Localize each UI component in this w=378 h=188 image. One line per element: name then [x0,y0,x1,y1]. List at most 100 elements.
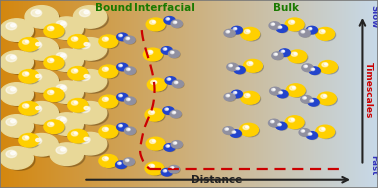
Circle shape [48,122,54,127]
Circle shape [161,168,172,176]
Circle shape [0,51,33,73]
Circle shape [25,38,58,60]
Circle shape [84,137,89,140]
Circle shape [234,131,235,132]
Circle shape [173,142,177,144]
Circle shape [301,130,311,136]
Circle shape [25,102,58,124]
Circle shape [234,66,245,74]
Circle shape [272,89,275,91]
Circle shape [310,68,321,75]
Circle shape [46,58,65,70]
Circle shape [117,123,128,131]
Circle shape [99,95,118,108]
Circle shape [268,119,280,127]
Circle shape [277,90,288,98]
Circle shape [50,27,53,29]
Circle shape [228,95,229,96]
Circle shape [73,38,107,60]
Circle shape [175,22,176,23]
Circle shape [71,37,78,41]
Circle shape [304,97,306,98]
Circle shape [74,70,77,71]
Circle shape [68,35,88,48]
Circle shape [126,128,136,135]
Circle shape [276,54,277,55]
Circle shape [119,95,122,97]
Circle shape [167,18,169,19]
Circle shape [68,67,88,80]
Circle shape [117,33,128,41]
Circle shape [118,124,129,131]
Circle shape [310,133,311,134]
Circle shape [117,63,128,71]
Circle shape [23,104,29,108]
Circle shape [174,81,184,88]
Circle shape [225,30,236,37]
Circle shape [274,53,277,55]
Circle shape [310,28,311,29]
Circle shape [125,159,129,161]
Circle shape [174,81,178,84]
Circle shape [101,127,119,139]
Circle shape [301,31,305,33]
Circle shape [226,95,229,97]
Circle shape [149,110,155,114]
Text: Bound: Bound [95,3,133,13]
Circle shape [278,91,288,98]
Circle shape [71,69,78,73]
Circle shape [163,107,174,114]
Circle shape [302,96,312,103]
Circle shape [303,65,313,72]
Circle shape [50,91,53,93]
Circle shape [19,133,39,147]
Circle shape [276,122,287,130]
Circle shape [151,80,157,84]
Text: Bulk: Bulk [273,3,299,13]
Circle shape [19,70,39,83]
Circle shape [22,71,40,84]
Circle shape [249,62,252,64]
Circle shape [0,83,33,105]
Circle shape [165,170,166,171]
Circle shape [84,42,89,46]
Circle shape [308,133,318,139]
Circle shape [319,61,338,73]
Circle shape [127,98,130,101]
Circle shape [241,27,260,40]
Circle shape [228,31,229,32]
Circle shape [31,105,42,112]
Circle shape [120,65,122,66]
Circle shape [325,63,327,65]
Circle shape [288,118,305,129]
Circle shape [56,53,67,60]
Circle shape [166,145,170,147]
Circle shape [50,143,84,165]
Circle shape [11,56,15,59]
Circle shape [278,26,288,33]
Circle shape [235,92,236,93]
Circle shape [172,80,183,88]
Circle shape [172,52,174,53]
Circle shape [71,101,78,105]
Circle shape [303,97,306,99]
Circle shape [6,118,17,126]
Circle shape [225,94,236,101]
Circle shape [0,19,33,41]
Circle shape [120,35,122,36]
Circle shape [6,55,17,62]
Circle shape [278,124,281,126]
Circle shape [84,11,89,14]
Circle shape [164,108,175,115]
Circle shape [324,95,326,97]
Circle shape [101,97,119,108]
Circle shape [126,68,136,75]
Circle shape [11,120,15,123]
Circle shape [78,105,108,125]
Circle shape [101,67,119,78]
Circle shape [302,64,313,71]
Circle shape [306,26,318,34]
Circle shape [36,138,40,142]
Circle shape [170,110,181,118]
Circle shape [150,80,167,92]
